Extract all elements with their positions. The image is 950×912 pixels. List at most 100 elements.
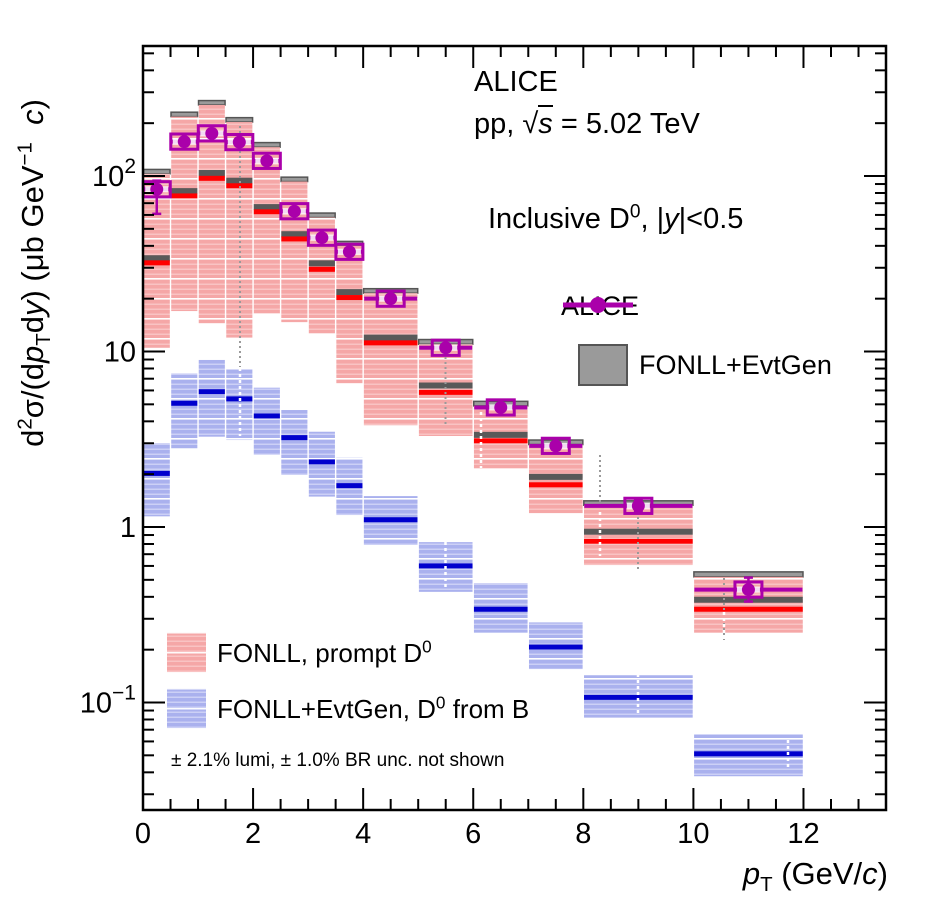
bin-group-2	[197, 99, 226, 437]
marker-circle	[205, 126, 219, 140]
x-tick-label-4: 4	[355, 818, 371, 850]
legend-label-prompt: FONLL, prompt D0	[217, 635, 432, 668]
gray-band	[170, 111, 199, 118]
marker-circle	[439, 341, 453, 355]
gray-central-line	[281, 231, 308, 238]
gray-band	[280, 176, 309, 183]
blue-uncertainty-box	[143, 443, 170, 517]
syst-box	[334, 242, 365, 261]
alice-data-point-5	[279, 202, 310, 221]
x-tick-label-2: 2	[245, 818, 261, 850]
red-central-line	[363, 340, 418, 346]
red-central-line	[584, 538, 693, 544]
marker-circle	[494, 400, 508, 414]
blue-central-line	[198, 389, 225, 395]
bin-group-0	[142, 168, 171, 517]
red-central-line	[198, 175, 225, 181]
blue-central-line	[418, 563, 473, 569]
gray-central-line	[171, 188, 198, 195]
gray-central-line	[226, 177, 253, 184]
alice-data-point-4	[251, 151, 282, 170]
red-central-line	[528, 482, 583, 488]
red-central-line	[336, 295, 363, 301]
gray-band	[142, 168, 171, 175]
red-central-line	[226, 183, 253, 189]
legend-label-fromb: FONLL+EvtGen, D0 from B	[217, 691, 530, 724]
red-uncertainty-box	[363, 293, 418, 426]
blue-central-line	[281, 435, 308, 441]
syst-box	[279, 202, 310, 221]
blue-hatch-icon	[167, 688, 206, 729]
collision-system-label: pp, √s = 5.02 TeV	[474, 105, 700, 140]
bin-group-8	[362, 287, 419, 545]
gray-band	[693, 571, 804, 578]
syst-box	[251, 151, 282, 170]
alice-data-point-2	[196, 124, 227, 143]
red-central-line	[171, 193, 198, 199]
syst-box	[485, 398, 516, 417]
gray-central-line	[473, 431, 528, 438]
y-tick-label: 102	[92, 155, 136, 193]
red-uncertainty-box	[584, 505, 693, 566]
gray-central-line	[418, 382, 473, 389]
red-central-line	[253, 209, 280, 215]
red-hatch-icon	[167, 632, 206, 673]
alice-data-point-9	[419, 338, 473, 357]
red-uncertainty-box	[253, 147, 280, 314]
alice-data-point-3	[224, 132, 255, 152]
x-axis-title: pT (GeV/c)	[742, 856, 888, 897]
red-central-line	[473, 438, 528, 444]
marker-circle	[549, 439, 563, 453]
alice-data-point-11	[529, 436, 583, 455]
bin-group-6	[307, 212, 336, 497]
alice-data-point-8	[364, 289, 418, 308]
y-axis-title: d2σ/(dpTdy) (μb GeV−1 c)	[13, 99, 56, 447]
blue-uncertainty-box	[281, 410, 308, 475]
gray-band	[307, 212, 336, 219]
y-tick-label: 10	[104, 337, 136, 369]
red-uncertainty-box	[336, 245, 363, 384]
marker-circle	[177, 135, 191, 149]
legend-label-fonll: FONLL+EvtGen	[639, 349, 832, 380]
gray-central-line	[308, 260, 335, 267]
gray-central-line	[363, 334, 418, 341]
blue-uncertainty-box	[171, 373, 198, 449]
x-tick-label-8: 8	[575, 818, 591, 850]
syst-box	[540, 436, 571, 455]
gray-central-line	[198, 170, 225, 177]
blue-central-line	[694, 751, 803, 757]
legend-entry-fonll: FONLL+EvtGen	[578, 344, 832, 386]
syst-box	[306, 228, 337, 247]
alice-marker-icon	[563, 297, 633, 313]
x-tick-label-10: 10	[677, 818, 709, 850]
blue-central-line	[308, 459, 335, 465]
x-tick-label-6: 6	[465, 818, 481, 850]
alice-data-point-10	[474, 398, 528, 417]
alice-data-point-13	[694, 576, 803, 603]
syst-box	[430, 338, 461, 357]
gray-band	[252, 141, 281, 148]
blue-central-line	[143, 470, 170, 476]
legend-entry-prompt: FONLL, prompt D0	[167, 632, 432, 673]
syst-box	[224, 132, 255, 152]
syst-box	[375, 289, 406, 308]
gray-band	[225, 116, 254, 123]
plot-frame	[141, 44, 888, 812]
uncertainty-note: ± 2.1% lumi, ± 1.0% BR unc. not shown	[171, 750, 505, 771]
red-central-line	[308, 266, 335, 272]
red-central-line	[694, 606, 803, 612]
gray-central-line	[336, 289, 363, 296]
blue-central-line	[363, 517, 418, 523]
blue-central-line	[336, 483, 363, 489]
marker-circle	[260, 154, 274, 168]
blue-central-line	[253, 413, 280, 419]
gray-band	[197, 99, 226, 106]
marker-circle	[631, 499, 645, 513]
gray-central-line	[584, 528, 693, 535]
syst-box	[623, 496, 654, 515]
gray-central-line	[253, 204, 280, 211]
alice-data-point-7	[334, 242, 365, 261]
marker-circle	[384, 292, 398, 306]
marker-circle	[342, 245, 356, 259]
